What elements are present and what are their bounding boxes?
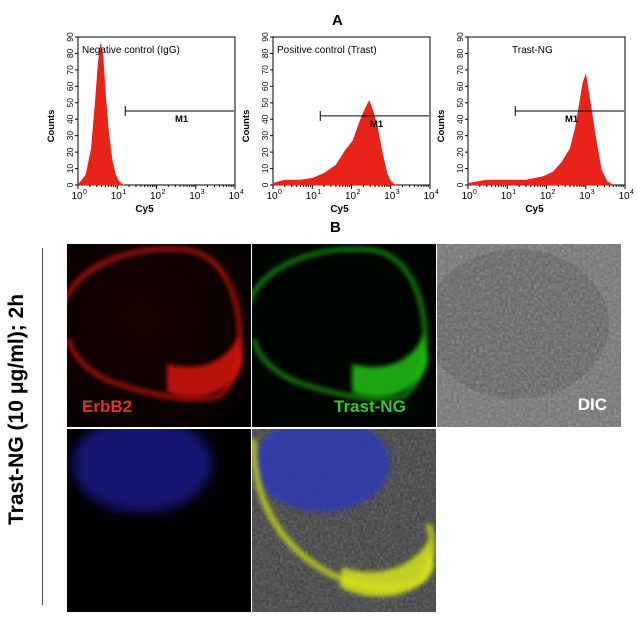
y-tick-label: 60	[260, 81, 270, 91]
x-axis-label: Cy5	[135, 204, 154, 215]
y-tick-label: 20	[260, 147, 270, 157]
y-tick-label: 80	[455, 48, 465, 58]
gate-label: M1	[175, 114, 189, 125]
y-tick-label: 90	[260, 32, 270, 42]
y-tick-label: 20	[65, 147, 75, 157]
x-tick-label: 10	[111, 191, 123, 202]
x-tick-label: 10	[384, 191, 396, 202]
x-tick-label: 10	[501, 191, 513, 202]
gate-label: M1	[565, 114, 579, 125]
trast-ng-cell-outline	[252, 246, 428, 402]
trast-ng-label: Trast-NG	[334, 397, 406, 416]
histogram-title: Positive control (Trast)	[277, 45, 377, 56]
x-tick-label: 10	[189, 191, 201, 202]
y-tick-label: 50	[260, 98, 270, 108]
x-tick-label-exponent: 4	[240, 189, 244, 196]
y-tick-label: 0	[65, 182, 75, 187]
x-tick-label: 10	[306, 191, 318, 202]
x-tick-label: 10	[71, 191, 83, 202]
y-tick-label: 10	[455, 164, 465, 174]
y-tick-label: 10	[260, 164, 270, 174]
y-tick-label: 90	[455, 32, 465, 42]
nucleus-blue-stain	[72, 429, 212, 512]
y-tick-label: 80	[65, 48, 75, 58]
erbb2-channel-image: ErbB2	[67, 244, 251, 427]
x-axis-label: Cy5	[525, 204, 544, 215]
merge-overlay	[252, 429, 436, 612]
y-tick-label: 70	[65, 65, 75, 75]
histogram-title: Trast-NG	[512, 45, 553, 56]
x-tick-label: 10	[461, 191, 473, 202]
gate-label: M1	[370, 119, 384, 130]
x-tick-label-exponent: 2	[162, 189, 166, 196]
x-tick-label-exponent: 3	[396, 189, 400, 196]
condition-label: Trast-NG (10 μg/ml); 2h	[5, 293, 28, 525]
x-tick-label-exponent: 0	[83, 189, 87, 196]
histogram-series	[272, 100, 397, 186]
y-axis-label: Counts	[436, 110, 447, 143]
y-axis-label: Counts	[46, 110, 57, 143]
x-tick-label-exponent: 1	[122, 189, 126, 196]
x-tick-label-exponent: 4	[630, 189, 634, 196]
erbb2-cell-outline	[67, 244, 251, 427]
x-tick-label-exponent: 2	[552, 189, 556, 196]
merge-channel-image	[252, 429, 436, 612]
y-tick-label: 20	[455, 147, 465, 157]
x-tick-label: 10	[266, 191, 278, 202]
y-tick-label: 50	[455, 98, 465, 108]
x-tick-label: 10	[579, 191, 591, 202]
x-tick-label-exponent: 1	[512, 189, 516, 196]
x-tick-label: 10	[618, 191, 630, 202]
erbb2-label: ErbB2	[82, 397, 133, 416]
x-tick-label-exponent: 4	[435, 189, 439, 196]
x-tick-label-exponent: 0	[473, 189, 477, 196]
histogram-series	[467, 74, 614, 186]
y-tick-label: 0	[455, 182, 465, 187]
x-tick-label: 10	[345, 191, 357, 202]
y-tick-label: 10	[65, 164, 75, 174]
y-tick-label: 30	[260, 131, 270, 141]
y-tick-label: 30	[65, 131, 75, 141]
panel-divider-line	[42, 248, 43, 605]
nucleus-channel-image	[67, 429, 251, 612]
dic-label: DIC	[577, 395, 607, 414]
y-tick-label: 90	[65, 32, 75, 42]
x-tick-label: 10	[228, 191, 240, 202]
y-tick-label: 40	[455, 114, 465, 124]
x-tick-label: 10	[150, 191, 162, 202]
x-tick-label: 10	[423, 191, 435, 202]
y-tick-label: 60	[65, 81, 75, 91]
y-tick-label: 30	[455, 131, 465, 141]
y-tick-label: 70	[455, 65, 465, 75]
x-tick-label-exponent: 0	[278, 189, 282, 196]
y-tick-label: 70	[260, 65, 270, 75]
x-tick-label: 10	[540, 191, 552, 202]
y-tick-label: 60	[455, 81, 465, 91]
y-axis-label: Counts	[241, 110, 252, 143]
panel-a-label: A	[332, 12, 343, 29]
y-tick-label: 50	[65, 98, 75, 108]
trast-ng-channel-image: Trast-NG	[252, 244, 436, 427]
y-tick-label: 0	[260, 182, 270, 187]
y-tick-label: 80	[260, 48, 270, 58]
x-tick-label-exponent: 3	[591, 189, 595, 196]
x-tick-label-exponent: 2	[357, 189, 361, 196]
x-tick-label-exponent: 1	[317, 189, 321, 196]
microscopy-grid: ErbB2 Trast-NG DIC	[67, 244, 621, 613]
dic-cell-texture	[437, 244, 621, 427]
histogram-title: Negative control (IgG)	[82, 45, 180, 56]
y-tick-label: 40	[65, 114, 75, 124]
dic-channel-image: DIC	[437, 244, 621, 427]
x-tick-label-exponent: 3	[201, 189, 205, 196]
panel-b-label: B	[330, 219, 341, 236]
x-axis-label: Cy5	[330, 204, 349, 215]
histogram-series	[77, 43, 125, 186]
y-tick-label: 40	[260, 114, 270, 124]
